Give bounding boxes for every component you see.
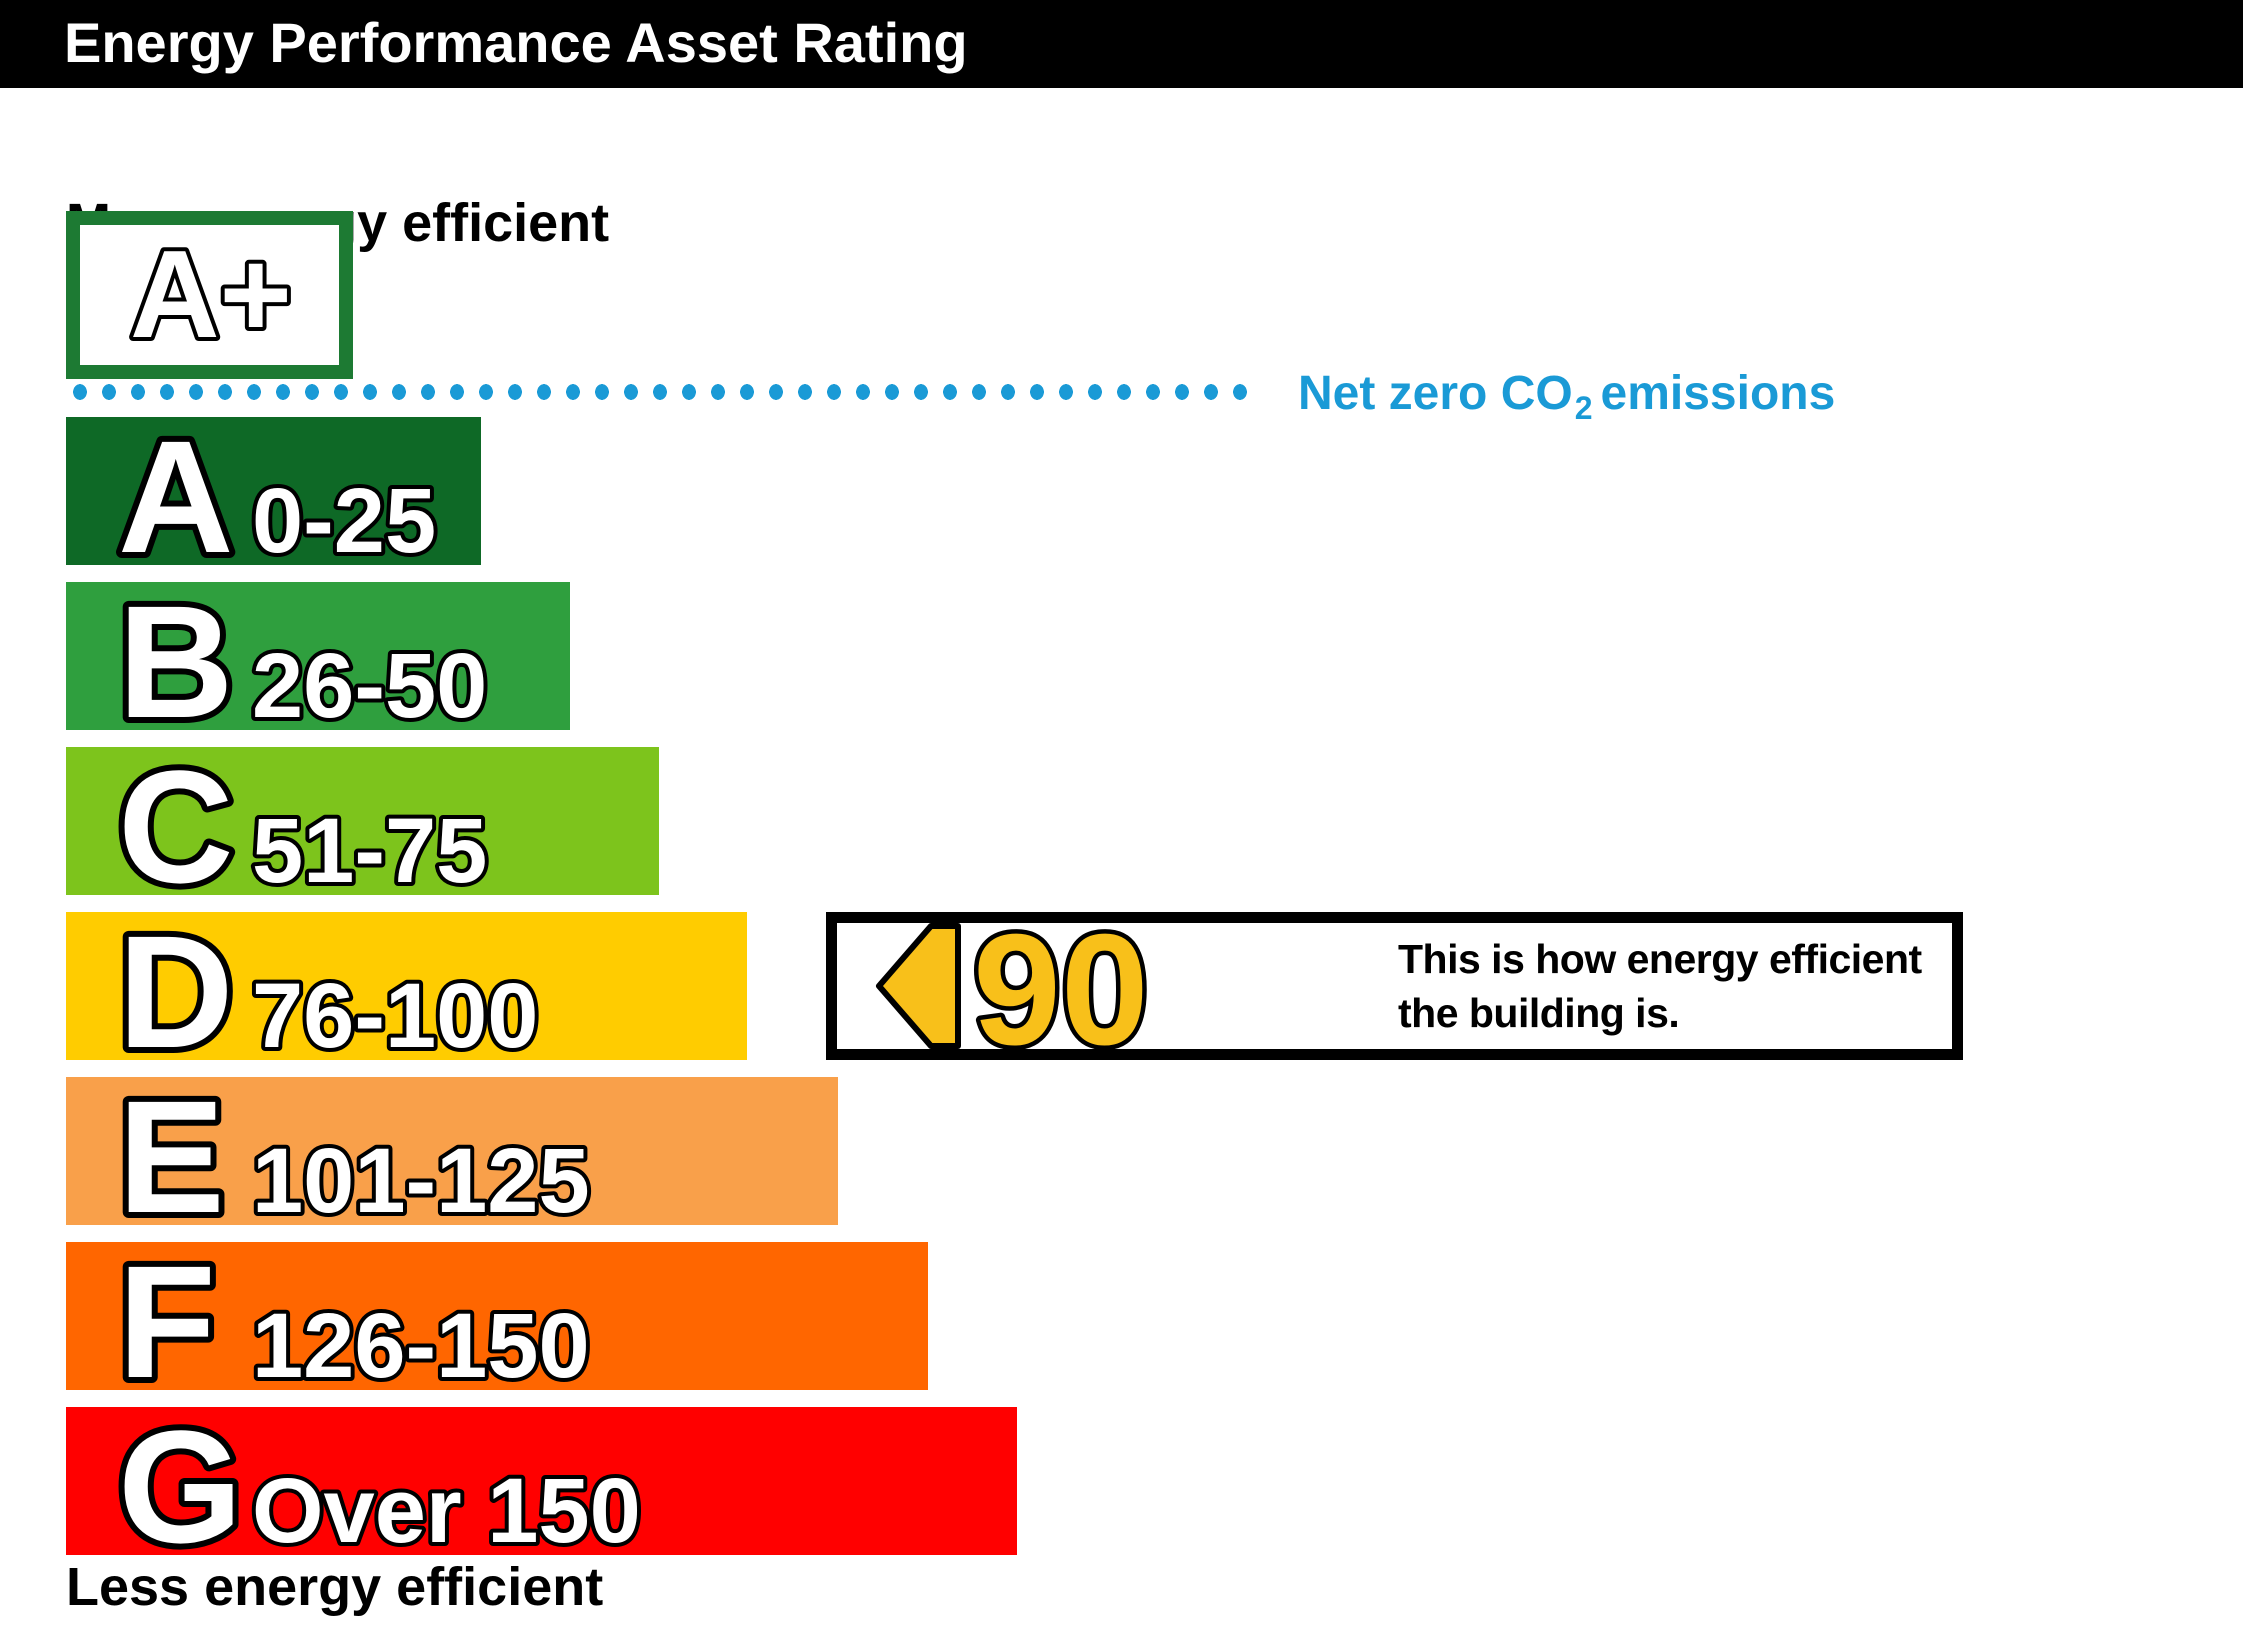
indicator-value: 90 — [973, 902, 1149, 1078]
net-zero-suffix: emissions — [1600, 367, 1836, 420]
band-d: D 76-100 — [66, 896, 747, 1087]
less-efficient-label: Less energy efficient — [66, 1557, 604, 1617]
net-zero-label: Net zero CO2 emissions — [1298, 366, 1836, 426]
band-a-range: 0-25 — [252, 470, 436, 572]
band-g-letter: G — [118, 1397, 242, 1576]
band-b-range: 26-50 — [252, 635, 487, 737]
net-zero-subscript: 2 — [1574, 390, 1593, 426]
band-f-range: 126-150 — [252, 1295, 590, 1397]
net-zero-prefix: Net zero CO — [1298, 367, 1573, 420]
band-d-range: 76-100 — [252, 965, 538, 1067]
rating-pointer-graphic: 90 — [876, 898, 1153, 1083]
page-title: Energy Performance Asset Rating — [0, 0, 2243, 88]
band-b-letter: B — [118, 572, 234, 751]
band-e: E 101-125 — [66, 1061, 838, 1252]
band-e-range: 101-125 — [252, 1130, 590, 1232]
a-plus-letter-graphic: A+ — [126, 222, 296, 368]
band-g: G Over 150 — [66, 1391, 1017, 1582]
band-f-letter: F — [118, 1232, 216, 1411]
band-b: B 26-50 — [66, 566, 570, 757]
band-c-letter: C — [118, 737, 234, 916]
band-c-range: 51-75 — [252, 800, 487, 902]
rating-indicator-box: 90 This is how energy efficient the buil… — [826, 898, 1963, 1083]
band-d-letter: D — [118, 902, 234, 1081]
indicator-description-line1: This is how energy efficient — [1398, 936, 1922, 982]
band-g-range: Over 150 — [252, 1460, 641, 1562]
band-a-letter: A — [118, 407, 234, 586]
band-f: F 126-150 — [66, 1226, 928, 1417]
indicator-description-line2: the building is. — [1398, 990, 1680, 1036]
band-c: C 51-75 — [66, 731, 659, 922]
band-e-letter: E — [118, 1067, 225, 1246]
a-plus-letter: A+ — [130, 226, 292, 364]
left-arrow-icon — [876, 923, 961, 1049]
net-zero-dotted-line — [66, 383, 1256, 401]
indicator-description: This is how energy efficient the buildin… — [1398, 923, 1922, 1049]
band-a-plus: A+ — [66, 211, 353, 379]
band-a: A 0-25 — [66, 401, 481, 592]
